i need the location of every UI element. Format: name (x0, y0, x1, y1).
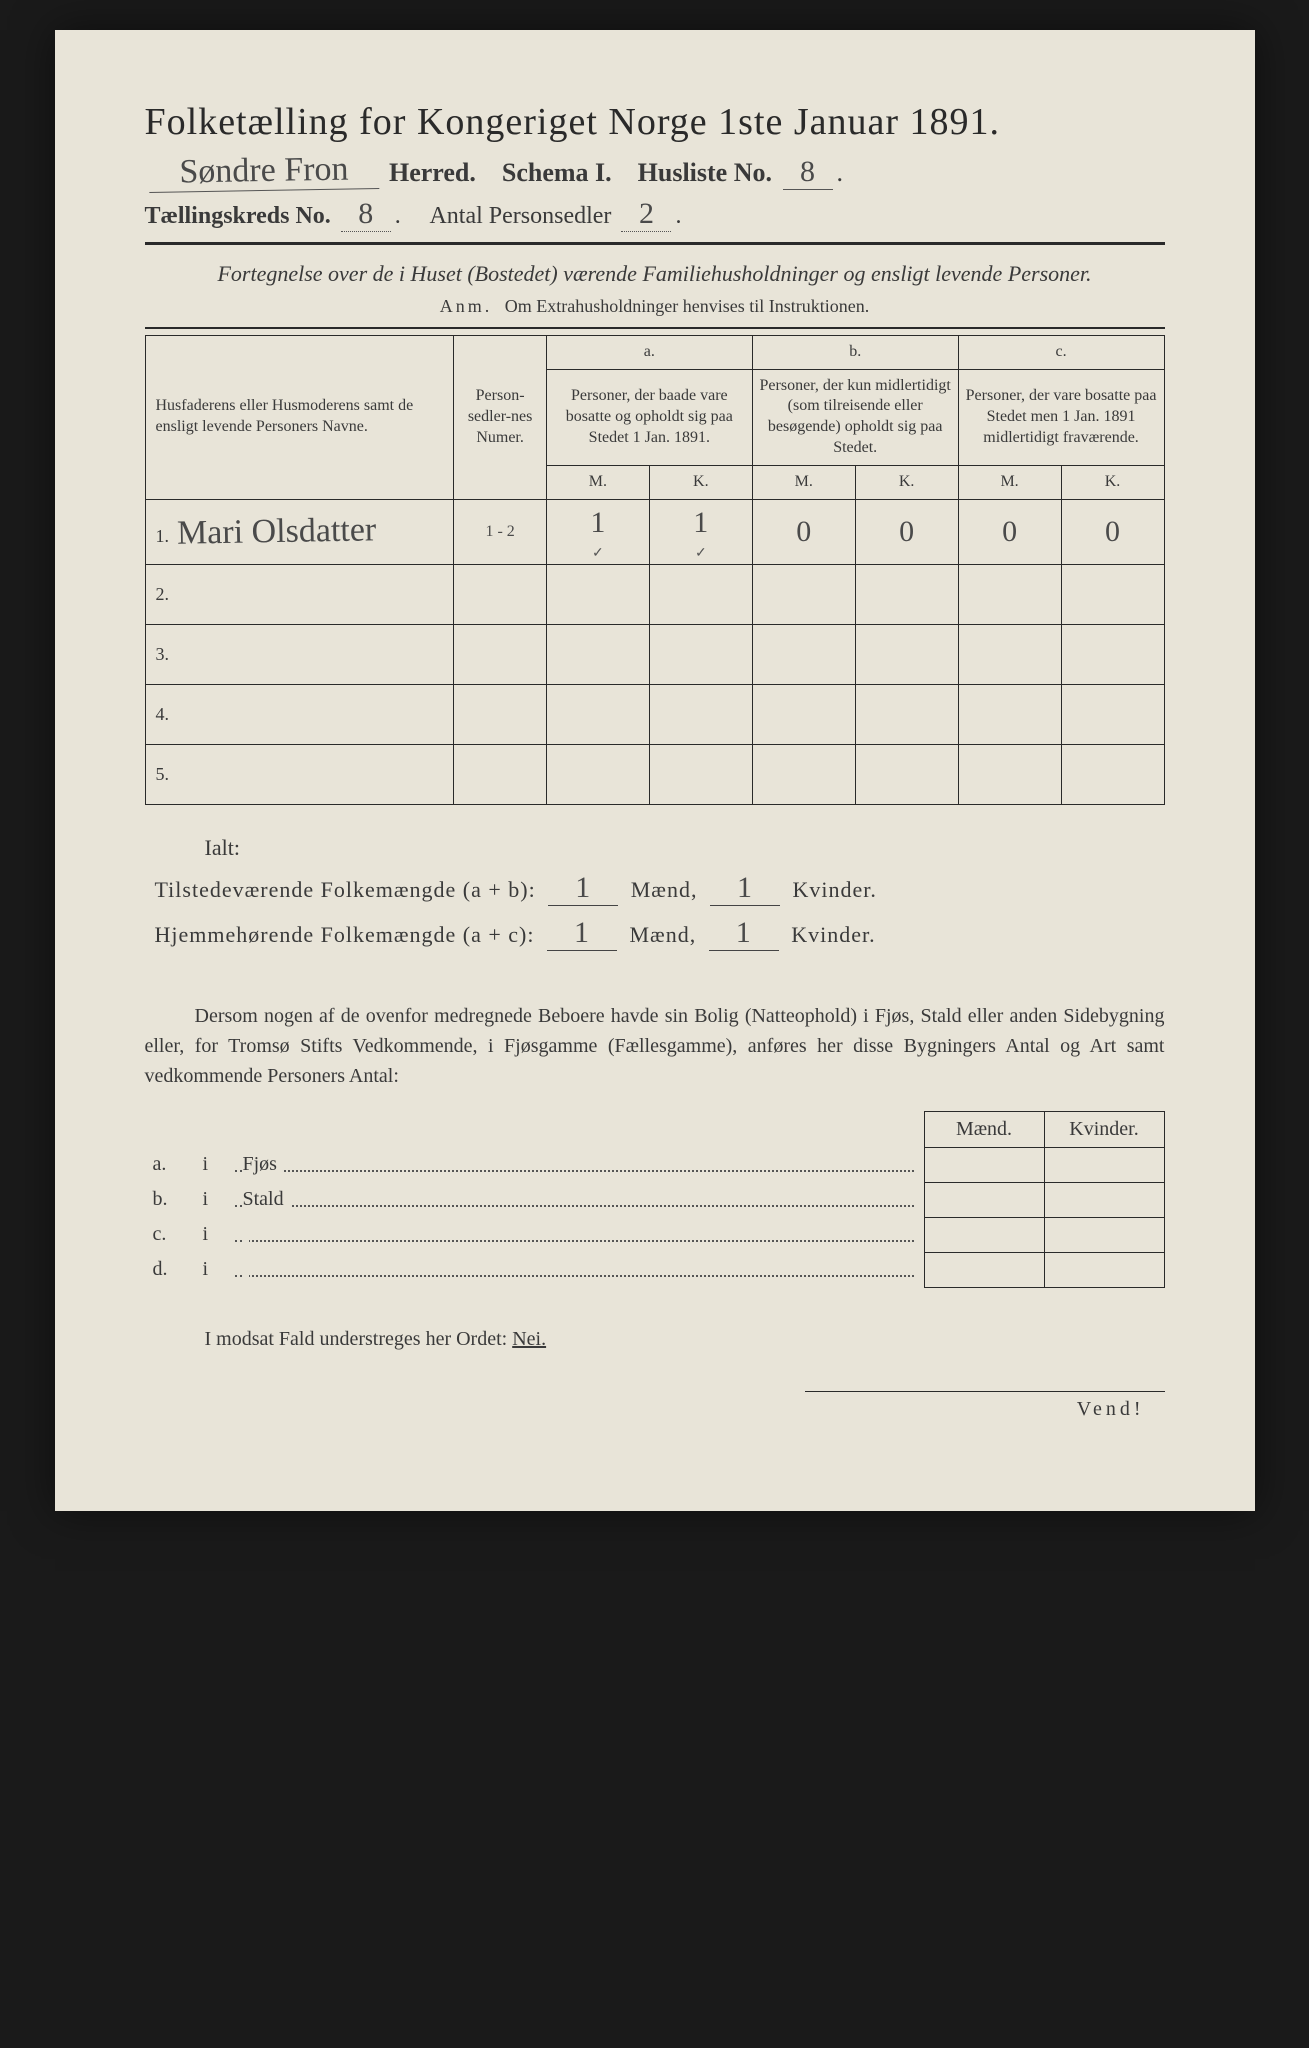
table-row: 3. (145, 624, 1164, 684)
col-a-header: Personer, der baade vare bosatte og opho… (546, 369, 752, 465)
lower-paragraph: Dersom nogen af de ovenfor medregnede Be… (145, 1001, 1165, 1091)
col-c-k: K. (1061, 465, 1164, 499)
col-c-top: c. (958, 335, 1164, 369)
subtitle: Fortegnelse over de i Huset (Bostedet) v… (145, 259, 1165, 290)
husliste-label: Husliste No. (638, 158, 772, 187)
kreds-no: 8 (341, 197, 391, 232)
table-body: 1.Mari Olsdatter1 - 21✓1✓00002.3.4.5. (145, 499, 1164, 804)
maend-label: Mænd, (631, 877, 698, 902)
building-table: Mænd. Kvinder. a.iFjøsb.iStaldc.id.i (145, 1111, 1165, 1288)
kvinder-label: Kvinder. (792, 877, 876, 902)
totals-line-2: Hjemmehørende Folkemængde (a + c): 1 Mæn… (155, 916, 1165, 951)
footer-line: I modsat Fald understreges her Ordet: Ne… (205, 1328, 1165, 1351)
header-line-3: Tællingskreds No. 8. Antal Personsedler … (145, 197, 1165, 232)
lower-maend: Mænd. (924, 1111, 1044, 1147)
building-row: c.i (145, 1217, 1165, 1252)
col-a-top: a. (546, 335, 752, 369)
footer-text: I modsat Fald understreges her Ordet: (205, 1328, 508, 1350)
col-b-top: b. (752, 335, 958, 369)
col-name-header: Husfaderens eller Husmoderens samt de en… (145, 335, 454, 499)
footer-rule (805, 1391, 1165, 1392)
table-row: 1.Mari Olsdatter1 - 21✓1✓0000 (145, 499, 1164, 564)
anm-label: Anm. (440, 296, 493, 316)
col-a-k: K. (649, 465, 752, 499)
tot2-label: Hjemmehørende Folkemængde (a + c): (155, 922, 535, 947)
col-b-m: M. (752, 465, 855, 499)
building-row: a.iFjøs (145, 1147, 1165, 1182)
herred-handwritten: Søndre Fron (148, 150, 379, 193)
table-row: 4. (145, 684, 1164, 744)
husliste-no: 8 (783, 155, 833, 190)
table-row: 2. (145, 564, 1164, 624)
totals-line-1: Tilstedeværende Folkemængde (a + b): 1 M… (155, 871, 1165, 906)
table-head: Husfaderens eller Husmoderens samt de en… (145, 335, 1164, 499)
schema-label: Schema I. (502, 158, 612, 187)
col-num-header: Person-sedler-nes Numer. (454, 335, 547, 499)
divider (145, 242, 1165, 245)
tot2-m: 1 (547, 916, 617, 951)
ialt-label: Ialt: (205, 835, 1165, 861)
anm-text: Om Extrahusholdninger henvises til Instr… (505, 296, 869, 316)
tot1-k: 1 (710, 871, 780, 906)
tot2-k: 1 (709, 916, 779, 951)
kreds-label: Tællingskreds No. (145, 203, 331, 229)
header-line-2: Søndre Fron Herred. Schema I. Husliste N… (145, 152, 1165, 191)
vend-label: Vend! (145, 1398, 1165, 1421)
divider (145, 327, 1165, 329)
main-title: Folketælling for Kongeriget Norge 1ste J… (145, 100, 1165, 144)
household-table: Husfaderens eller Husmoderens samt de en… (145, 335, 1165, 805)
herred-label: Herred. (389, 158, 476, 187)
col-b-header: Personer, der kun midlertidigt (som tilr… (752, 369, 958, 465)
tot1-label: Tilstedeværende Folkemængde (a + b): (155, 877, 536, 902)
lower-kvinder: Kvinder. (1044, 1111, 1164, 1147)
col-c-header: Personer, der vare bosatte paa Stedet me… (958, 369, 1164, 465)
para-text: Dersom nogen af de ovenfor medregnede Be… (145, 1005, 1165, 1087)
col-a-m: M. (546, 465, 649, 499)
antal-label: Antal Personsedler (429, 203, 611, 229)
anm-line: Anm. Om Extrahusholdninger henvises til … (145, 296, 1165, 317)
antal-no: 2 (621, 197, 671, 232)
nei-word: Nei. (512, 1328, 546, 1350)
table-row: 5. (145, 744, 1164, 804)
tot1-m: 1 (548, 871, 618, 906)
building-row: b.iStald (145, 1182, 1165, 1217)
col-b-k: K. (855, 465, 958, 499)
building-row: d.i (145, 1252, 1165, 1287)
kvinder-label: Kvinder. (791, 922, 875, 947)
col-c-m: M. (958, 465, 1061, 499)
census-form-page: Folketælling for Kongeriget Norge 1ste J… (55, 30, 1255, 1511)
maend-label: Mænd, (629, 922, 696, 947)
